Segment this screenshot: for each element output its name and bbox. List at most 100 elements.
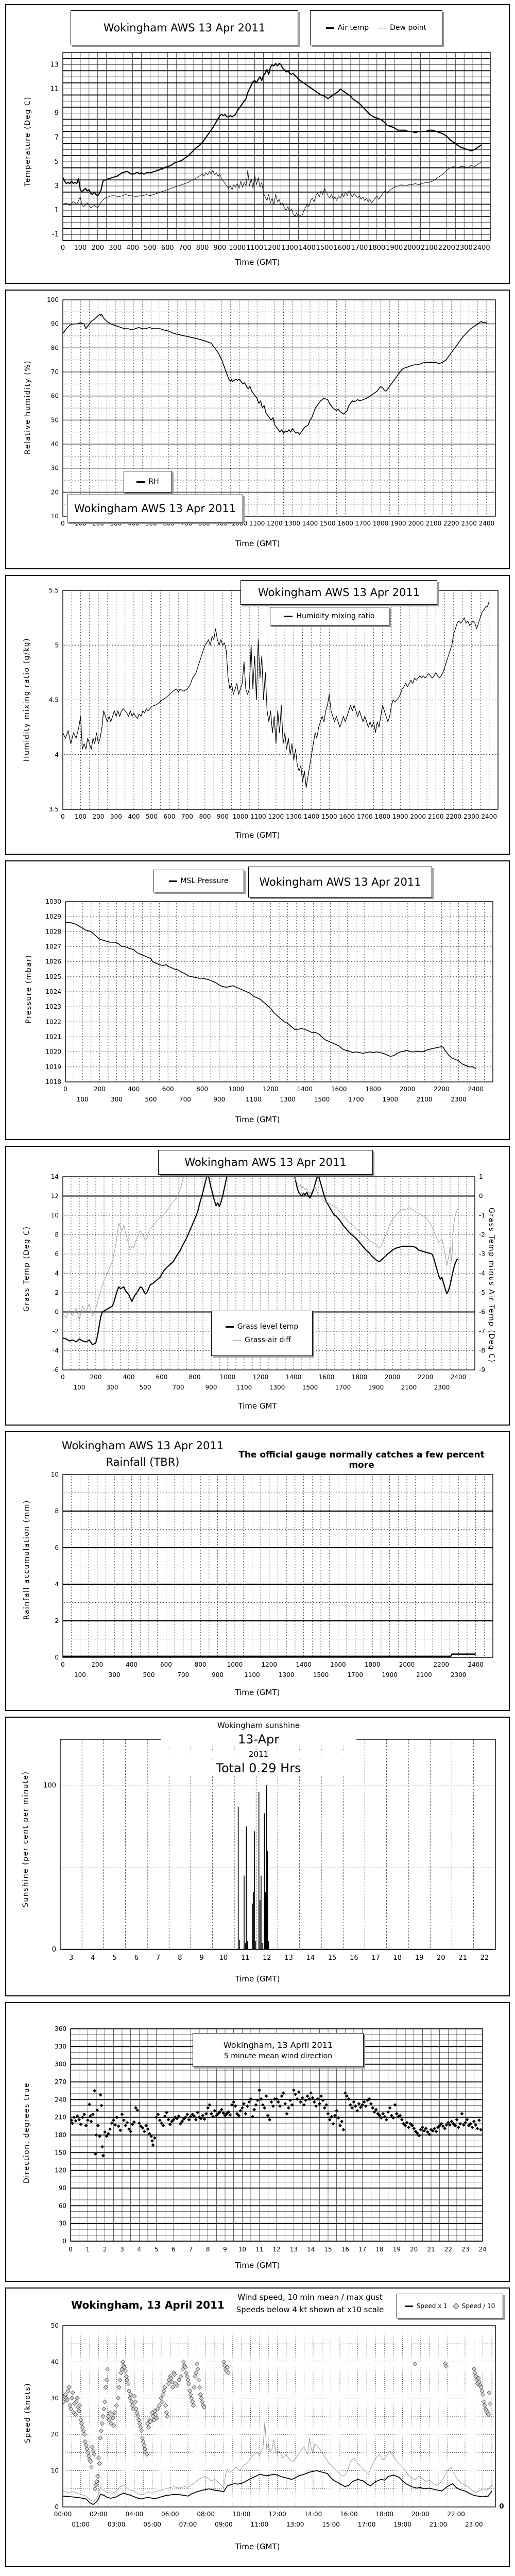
svg-text:1500: 1500 [316,244,333,252]
svg-text:16:00: 16:00 [340,2511,358,2518]
svg-text:19: 19 [415,1954,424,1962]
svg-text:0: 0 [62,2238,66,2245]
chart-panel-wind-speed: Wokingham, 13 April 2011 Wind speed, 10 … [5,2287,510,2567]
svg-text:01:00: 01:00 [72,2521,90,2528]
svg-text:1700: 1700 [355,520,371,527]
svg-text:700: 700 [179,1096,191,1103]
svg-text:1800: 1800 [365,1086,381,1093]
svg-text:18: 18 [393,1954,402,1962]
svg-text:2400: 2400 [479,520,495,527]
svg-text:10: 10 [51,513,59,520]
x-axis-label: Time (GMT) [235,1115,280,1124]
svg-text:03:00: 03:00 [108,2521,126,2528]
svg-text:1500: 1500 [321,813,337,820]
svg-text:9: 9 [223,2246,227,2253]
svg-text:300: 300 [109,244,122,252]
svg-text:1500: 1500 [314,1096,330,1103]
y-axis-label: Humidity mixing ratio (g/kg) [23,637,31,761]
svg-text:60: 60 [51,393,59,400]
svg-text:200: 200 [94,1086,106,1093]
svg-text:200: 200 [91,1661,103,1668]
legend-item-msl-pressure: MSL Pressure [168,877,229,885]
svg-text:7: 7 [156,1954,160,1962]
svg-text:-4: -4 [53,1347,59,1354]
svg-text:10: 10 [51,1212,59,1219]
svg-text:2300: 2300 [451,1096,467,1103]
svg-text:1200: 1200 [264,244,281,252]
svg-text:15: 15 [328,1954,337,1962]
chart-year: 2011 [161,1750,356,1759]
svg-text:8: 8 [178,1954,182,1962]
svg-text:500: 500 [146,813,158,820]
speed-line-swatch [404,2305,413,2307]
chart-sub1: Wind speed, 10 min mean / max gust [228,2293,392,2302]
svg-text:0: 0 [55,1654,59,1661]
svg-text:700: 700 [179,244,192,252]
svg-text:2: 2 [55,1289,59,1296]
pressure-plot: 0 200 400 600 800 1000 1200 1400 1600 1800 2000 220… [45,898,493,1103]
svg-text:1: 1 [55,207,59,214]
svg-text:4: 4 [55,1581,59,1588]
svg-text:0: 0 [61,244,65,252]
svg-text:2000: 2000 [408,520,424,527]
svg-text:120: 120 [55,2167,66,2174]
svg-text:400: 400 [123,1374,135,1381]
svg-text:11:00: 11:00 [251,2521,269,2528]
svg-text:4: 4 [55,1270,59,1277]
svg-text:600: 600 [163,813,175,820]
svg-text:1100: 1100 [250,813,266,820]
svg-text:2300: 2300 [464,813,479,820]
svg-text:2000: 2000 [410,813,426,820]
legend-item-rh: RH [136,478,159,486]
svg-text:2400: 2400 [481,813,497,820]
svg-text:1500: 1500 [313,1671,329,1679]
svg-text:270: 270 [55,2078,66,2086]
svg-text:800: 800 [195,1661,207,1668]
y-axis-label: Pressure (mbar) [25,954,33,1024]
svg-text:20:00: 20:00 [411,2511,430,2518]
svg-text:1025: 1025 [45,973,61,980]
speed-diamond-swatch [452,2302,459,2310]
svg-text:13: 13 [290,2246,298,2253]
svg-text:0: 0 [61,520,65,527]
chart-title: Wokingham AWS 13 Apr 2011 [248,867,432,897]
svg-text:2100: 2100 [401,1384,417,1391]
svg-text:180: 180 [55,2131,66,2139]
svg-text:23:00: 23:00 [465,2521,483,2528]
svg-text:1600: 1600 [319,1374,335,1381]
svg-text:500: 500 [140,1384,151,1391]
svg-text:1600: 1600 [333,244,350,252]
svg-text:18: 18 [375,2246,383,2253]
svg-text:14: 14 [51,1173,59,1180]
x-axis-label: Time (GMT) [235,831,280,840]
svg-text:6: 6 [55,1544,59,1551]
svg-text:700: 700 [173,1384,184,1391]
svg-text:2100: 2100 [416,1671,432,1679]
svg-text:21:00: 21:00 [430,2521,448,2528]
svg-text:800: 800 [189,1374,201,1381]
svg-text:100: 100 [74,1671,86,1679]
svg-text:-1: -1 [479,1212,485,1219]
svg-text:2400: 2400 [468,1086,484,1093]
svg-text:900: 900 [205,1384,217,1391]
svg-text:1300: 1300 [284,520,300,527]
svg-text:06:00: 06:00 [161,2511,179,2518]
svg-text:22: 22 [480,1954,489,1962]
svg-text:11: 11 [241,1954,250,1962]
svg-text:-3: -3 [479,1250,485,1258]
svg-text:100: 100 [74,1384,85,1391]
rh-legend: RH [124,471,172,493]
svg-text:1600: 1600 [337,520,353,527]
svg-text:13: 13 [50,61,59,69]
svg-text:-5: -5 [479,1289,485,1296]
svg-text:0: 0 [61,813,65,820]
svg-text:8: 8 [55,1231,59,1239]
svg-text:08:00: 08:00 [197,2511,215,2518]
svg-text:30: 30 [59,2220,66,2227]
svg-text:09:00: 09:00 [215,2521,233,2528]
chart-panel-relative-humidity: RH Wokingham AWS 13 Apr 2011 Relative hu… [5,290,510,569]
svg-text:1023: 1023 [45,1003,61,1010]
svg-text:2300: 2300 [461,520,477,527]
svg-text:21: 21 [427,2246,435,2253]
svg-text:16: 16 [341,2246,349,2253]
